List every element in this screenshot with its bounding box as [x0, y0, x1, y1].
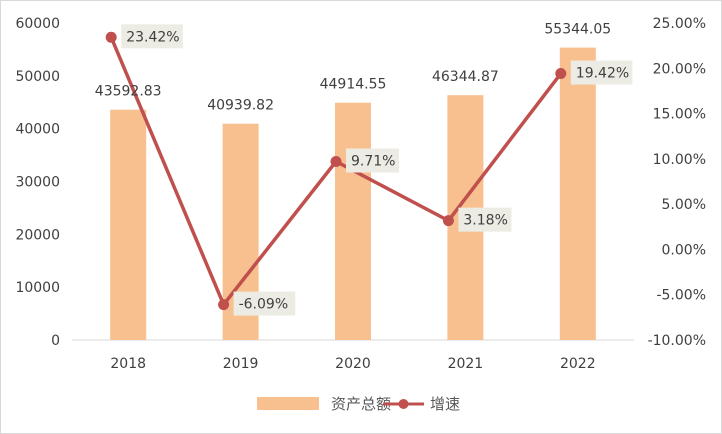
legend-line-label: 增速 [430, 395, 460, 413]
x-axis: 2018 2019 2020 2021 2022 [72, 339, 634, 372]
line-point [330, 155, 342, 167]
bar-data-labels: 43592.83 40939.82 44914.55 46344.87 55344.05 [95, 22, 611, 114]
legend-bar-label: 资产总额 [331, 395, 391, 413]
line-value-label: 23.42% [126, 29, 179, 45]
line-label-box [458, 207, 512, 232]
left-tick-label: 10000 [15, 280, 60, 296]
bar-value-label: 40939.82 [207, 98, 274, 114]
line-label-box [121, 24, 183, 49]
x-tick-label: 2021 [448, 356, 484, 372]
bar-value-label: 46344.87 [432, 69, 499, 85]
right-tick-label: 20.00% [653, 61, 706, 77]
left-tick-label: 20000 [15, 227, 60, 243]
left-tick-label: 50000 [15, 69, 60, 85]
line-point [555, 68, 567, 80]
legend-line-marker [398, 399, 409, 409]
bar [559, 47, 596, 340]
right-tick-label: 0.00% [662, 242, 706, 258]
right-tick-label: 10.00% [653, 152, 706, 168]
left-axis: 0 10000 20000 30000 40000 50000 60000 [15, 16, 60, 349]
left-tick-label: 30000 [15, 175, 60, 191]
bar [110, 109, 147, 341]
line-label-box [346, 148, 399, 173]
line-point [218, 299, 230, 311]
bar-value-label: 55344.05 [544, 22, 611, 38]
right-tick-label: -5.00% [656, 288, 706, 304]
left-tick-label: 0 [51, 333, 60, 349]
line-label-box [570, 60, 633, 85]
line-value-label: -6.09% [239, 297, 289, 313]
line-point [442, 215, 454, 227]
bar-value-label: 43592.83 [95, 84, 162, 100]
x-tick-label: 2022 [560, 356, 596, 372]
line-series [105, 31, 567, 311]
x-tick-label: 2018 [110, 356, 146, 372]
bar [335, 102, 371, 340]
right-tick-label: 15.00% [653, 107, 706, 123]
right-tick-label: -10.00% [648, 333, 706, 349]
right-tick-label: 25.00% [653, 16, 706, 32]
bar-value-label: 44914.55 [320, 77, 387, 93]
left-tick-label: 40000 [15, 122, 60, 138]
x-tick-label: 2020 [335, 356, 371, 372]
left-tick-label: 60000 [15, 16, 60, 32]
right-tick-label: 5.00% [662, 197, 706, 213]
legend: 资产总额 增速 [257, 395, 460, 413]
right-axis: -10.00% -5.00% 0.00% 5.00% 10.00% 15.00% 20.00… [648, 16, 706, 349]
x-tick-label: 2019 [223, 356, 259, 372]
line-value-label: 3.18% [463, 213, 507, 229]
line-data-labels: 23.42% -6.09% 9.71% 3.18% 19.42% [121, 24, 633, 316]
line-label-box [233, 291, 296, 316]
legend-bar-swatch [257, 397, 319, 410]
line-value-label: 19.42% [576, 66, 629, 82]
line-value-label: 9.71% [351, 153, 395, 169]
line-point [105, 31, 117, 43]
